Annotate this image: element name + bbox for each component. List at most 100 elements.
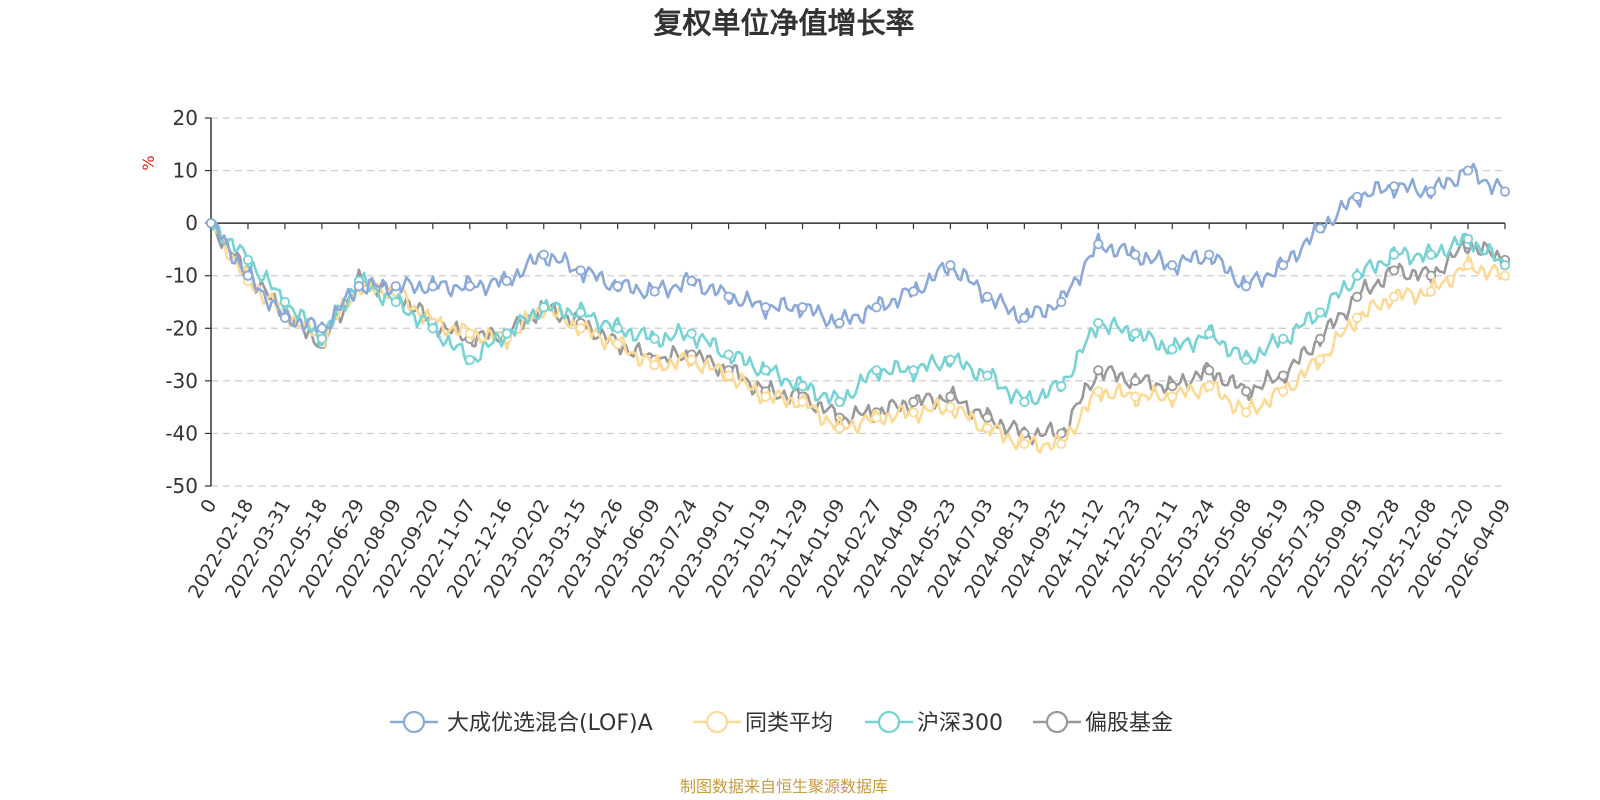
data-point[interactable] [1093, 317, 1104, 329]
data-point[interactable] [242, 270, 254, 281]
legend-item-2[interactable]: 同类平均 [693, 710, 833, 736]
data-point[interactable] [1499, 270, 1511, 281]
data-point[interactable] [760, 391, 771, 402]
data-point[interactable] [501, 275, 512, 287]
data-point[interactable] [1093, 386, 1104, 397]
data-point[interactable] [834, 317, 845, 329]
data-point[interactable] [1278, 333, 1289, 344]
data-point[interactable] [1352, 312, 1363, 323]
data-point[interactable] [1352, 191, 1363, 202]
data-point[interactable] [908, 407, 919, 418]
data-point[interactable] [279, 296, 291, 308]
data-point[interactable] [1388, 291, 1400, 302]
data-point[interactable] [908, 396, 919, 407]
data-point[interactable] [1019, 312, 1030, 323]
data-point[interactable] [871, 412, 882, 423]
data-point[interactable] [686, 328, 697, 339]
data-point[interactable] [649, 286, 660, 297]
data-point[interactable] [1462, 260, 1474, 271]
data-point[interactable] [316, 323, 328, 334]
data-point[interactable] [1278, 386, 1289, 397]
data-point[interactable] [1056, 438, 1067, 450]
data-point[interactable] [464, 281, 475, 292]
data-point[interactable] [1315, 333, 1326, 344]
data-point[interactable] [797, 381, 808, 392]
data-point[interactable] [871, 302, 882, 313]
data-point[interactable] [1241, 407, 1252, 418]
data-point[interactable] [1278, 260, 1289, 271]
data-point[interactable] [464, 354, 475, 365]
data-point[interactable] [982, 412, 993, 423]
data-point[interactable] [945, 402, 956, 413]
data-point[interactable] [1093, 239, 1104, 250]
data-point[interactable] [205, 218, 217, 229]
data-point[interactable] [945, 260, 956, 271]
data-point[interactable] [1130, 391, 1141, 402]
data-point[interactable] [1241, 281, 1252, 292]
data-point[interactable] [538, 249, 549, 260]
data-point[interactable] [316, 333, 328, 344]
data-point[interactable] [1388, 265, 1400, 276]
data-point[interactable] [1425, 186, 1437, 197]
data-point[interactable] [723, 370, 734, 381]
data-point[interactable] [834, 396, 845, 407]
legend-item-1[interactable]: 大成优选混合(LOF)A [390, 710, 653, 736]
data-point[interactable] [908, 286, 919, 297]
data-point[interactable] [1499, 186, 1511, 197]
data-point[interactable] [1093, 365, 1104, 376]
data-point[interactable] [834, 423, 845, 434]
data-point[interactable] [797, 396, 808, 407]
data-point[interactable] [649, 359, 660, 371]
data-point[interactable] [1462, 165, 1474, 176]
data-point[interactable] [1241, 386, 1252, 397]
legend[interactable]: 大成优选混合(LOF)A 同类平均 沪深300 偏股基金 [390, 710, 1173, 736]
data-point[interactable] [945, 391, 956, 402]
legend-item-4[interactable]: 偏股基金 [1033, 710, 1173, 736]
data-point[interactable] [1167, 391, 1178, 402]
data-point[interactable] [1204, 365, 1215, 376]
data-point[interactable] [390, 281, 401, 292]
data-point[interactable] [760, 302, 771, 313]
data-point[interactable] [464, 328, 475, 339]
data-point[interactable] [1130, 375, 1141, 386]
data-point[interactable] [501, 328, 512, 339]
data-point[interactable] [1315, 223, 1326, 234]
data-point[interactable] [1056, 381, 1067, 392]
data-point[interactable] [1499, 260, 1511, 271]
data-point[interactable] [797, 302, 808, 313]
data-point[interactable] [612, 323, 623, 334]
data-point[interactable] [1388, 181, 1400, 192]
data-point[interactable] [612, 281, 623, 292]
data-point[interactable] [538, 302, 549, 313]
data-point[interactable] [1019, 396, 1030, 407]
data-point[interactable] [686, 275, 697, 287]
legend-item-3[interactable]: 沪深300 [865, 710, 1003, 736]
data-point[interactable] [723, 291, 734, 302]
data-point[interactable] [945, 354, 956, 365]
data-point[interactable] [1315, 354, 1326, 365]
data-point[interactable] [686, 354, 697, 365]
data-point[interactable] [649, 333, 660, 344]
data-point[interactable] [1388, 249, 1400, 260]
data-point[interactable] [575, 307, 586, 318]
data-point[interactable] [1278, 370, 1289, 381]
data-point[interactable] [1019, 438, 1030, 450]
data-point[interactable] [575, 323, 586, 334]
data-point[interactable] [1167, 344, 1178, 355]
data-point[interactable] [427, 281, 438, 292]
data-point[interactable] [1425, 286, 1437, 297]
data-point[interactable] [723, 349, 734, 360]
data-point[interactable] [575, 265, 586, 276]
data-point[interactable] [1056, 296, 1067, 308]
data-point[interactable] [760, 365, 771, 376]
data-point[interactable] [1130, 249, 1141, 260]
data-point[interactable] [1204, 328, 1215, 339]
data-point[interactable] [1241, 354, 1252, 365]
data-point[interactable] [1462, 233, 1474, 245]
data-point[interactable] [1130, 328, 1141, 339]
data-point[interactable] [871, 365, 882, 376]
data-point[interactable] [612, 338, 623, 350]
data-point[interactable] [1204, 249, 1215, 260]
data-point[interactable] [353, 281, 364, 292]
data-point[interactable] [390, 296, 401, 308]
